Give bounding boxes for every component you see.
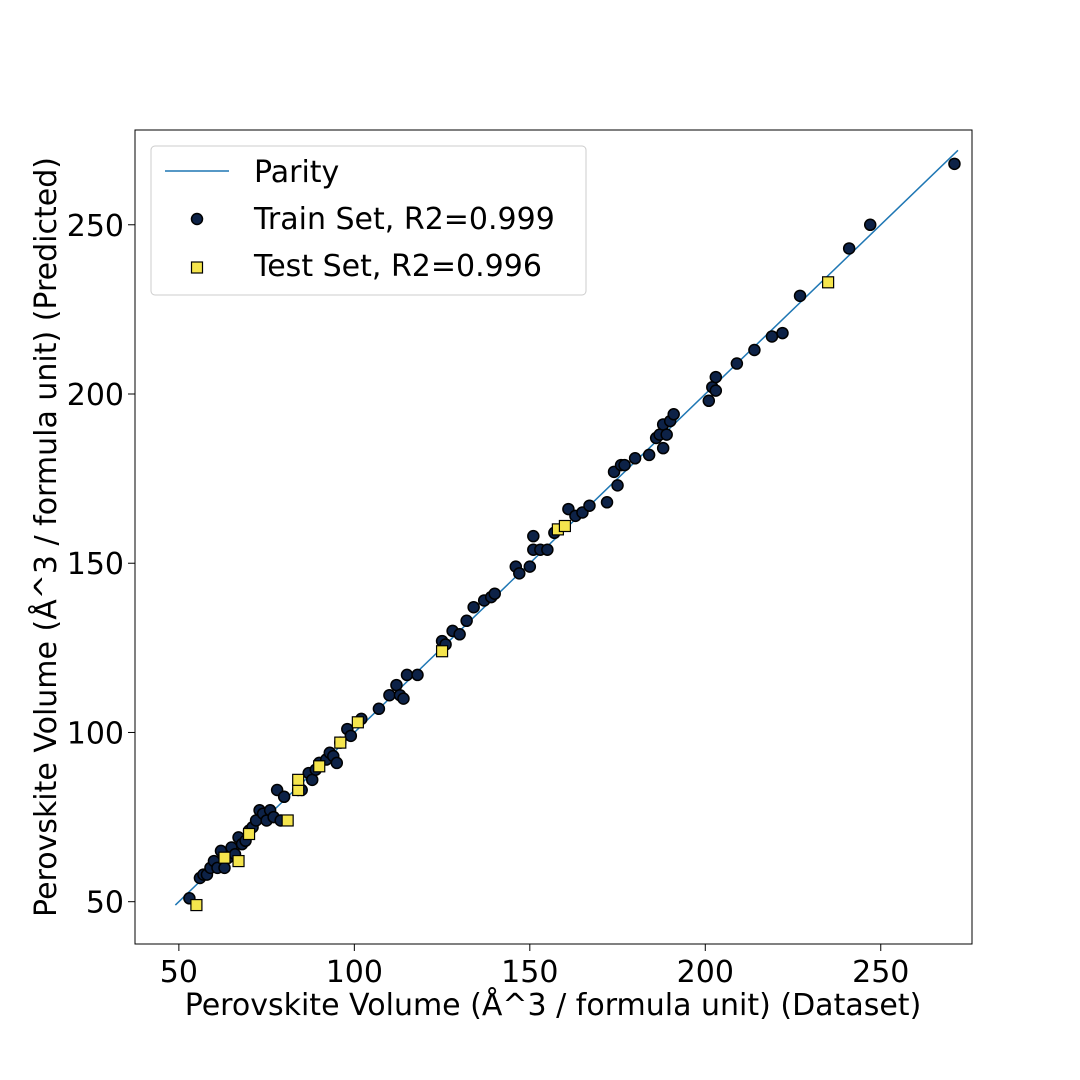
test-point <box>558 519 572 533</box>
legend-parity-label: Parity <box>254 155 339 190</box>
train-point <box>218 861 231 875</box>
x-tick-label: 200 <box>677 955 734 990</box>
legend-train-label: Train Set, R2=0.999 <box>253 202 555 237</box>
train-point <box>863 218 877 232</box>
y-tick-label: 50 <box>86 886 124 921</box>
train-point <box>667 408 680 421</box>
test-set-points <box>190 276 835 912</box>
train-point <box>776 326 789 340</box>
y-axis-label: Perovskite Volume (Å^3 / formula unit) (… <box>28 157 64 917</box>
train-point <box>488 587 501 600</box>
train-point <box>523 560 537 573</box>
legend-box <box>150 145 587 296</box>
test-point <box>822 276 835 289</box>
x-tick-label: 150 <box>501 955 558 990</box>
y-tick-label: 250 <box>67 209 124 244</box>
train-point <box>618 458 631 472</box>
train-point <box>948 157 961 171</box>
train-point <box>583 499 596 512</box>
train-point <box>467 600 480 614</box>
train-point <box>656 441 670 455</box>
legend-test-marker <box>190 261 204 274</box>
train-point <box>383 688 396 702</box>
train-set-points <box>183 157 961 905</box>
test-point <box>334 736 347 749</box>
train-point <box>611 479 624 492</box>
plot-marks <box>174 149 961 912</box>
train-point <box>513 567 526 580</box>
train-point <box>709 370 723 384</box>
train-point <box>842 242 856 255</box>
train-point <box>411 668 424 682</box>
test-point <box>292 783 305 797</box>
legend-test-label: Test Set, R2=0.996 <box>253 249 542 284</box>
train-point <box>453 628 466 641</box>
train-point <box>600 496 614 509</box>
train-point <box>330 756 344 770</box>
test-point <box>292 773 305 786</box>
x-tick-label: 100 <box>326 955 383 990</box>
plot-frame <box>134 129 973 945</box>
train-point <box>527 529 540 543</box>
train-point <box>660 428 673 441</box>
y-tick-label: 100 <box>67 716 124 751</box>
legend-train-marker <box>190 212 204 226</box>
x-axis-ticks: 50 100 150 200 250 <box>160 944 909 990</box>
test-point <box>435 645 449 658</box>
test-point <box>218 851 231 864</box>
test-point <box>232 854 245 868</box>
y-tick-label: 150 <box>67 547 124 582</box>
train-point <box>541 543 554 556</box>
x-tick-label: 50 <box>160 955 198 990</box>
test-point <box>351 716 364 729</box>
train-point <box>305 773 319 787</box>
test-point <box>242 827 256 841</box>
x-axis-label: Perovskite Volume (Å^3 / formula unit) (… <box>185 987 922 1023</box>
train-point <box>793 289 807 303</box>
train-point <box>642 448 656 462</box>
test-point <box>190 898 203 912</box>
train-point <box>709 384 723 397</box>
train-point <box>397 692 410 705</box>
train-point <box>730 357 744 370</box>
train-point <box>277 790 291 804</box>
train-point <box>765 330 779 343</box>
train-point <box>702 394 716 408</box>
train-point <box>390 678 403 692</box>
train-point <box>372 702 386 716</box>
test-point <box>281 814 294 827</box>
train-point <box>344 729 358 743</box>
y-axis-ticks: 50 100 150 200 250 <box>67 209 135 921</box>
train-point <box>748 343 761 357</box>
train-point <box>400 668 414 682</box>
y-tick-label: 200 <box>67 378 124 413</box>
train-point <box>460 614 473 628</box>
x-tick-label: 250 <box>852 955 909 990</box>
legend: Parity Train Set, R2=0.999 Test Set, R2=… <box>150 145 587 296</box>
train-point <box>628 452 642 465</box>
test-point <box>313 760 326 773</box>
